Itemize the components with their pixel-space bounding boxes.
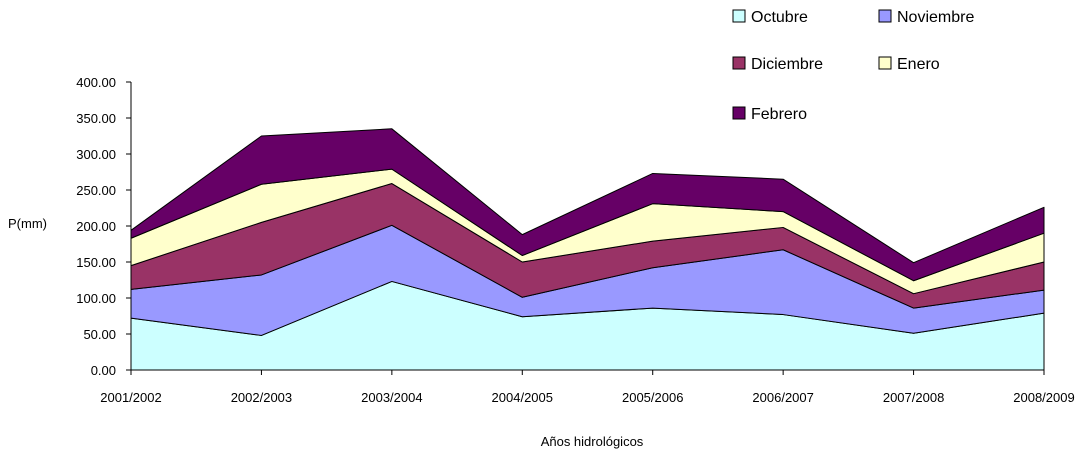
legend-swatch-febrero <box>732 106 746 120</box>
x-tick-label: 2004/2005 <box>492 390 553 405</box>
legend-swatch-enero <box>878 56 892 70</box>
legend-label-diciembre: Diciembre <box>751 56 823 73</box>
x-tick-label: 2005/2006 <box>622 390 683 405</box>
y-tick-label: 400.00 <box>76 75 116 90</box>
area-series-group <box>130 128 1045 371</box>
legend-swatch-diciembre <box>732 56 746 70</box>
legend-swatch-noviembre <box>878 9 892 23</box>
x-tick-label: 2002/2003 <box>231 390 292 405</box>
y-tick-label: 150.00 <box>76 255 116 270</box>
x-tick-label: 2003/2004 <box>361 390 422 405</box>
x-tick-label: 2007/2008 <box>883 390 944 405</box>
y-axis-title: P(mm) <box>8 216 47 231</box>
area-febrero <box>130 128 1045 282</box>
y-tick-label: 300.00 <box>76 147 116 162</box>
x-tick-label: 2006/2007 <box>752 390 813 405</box>
legend-label-octubre: Octubre <box>751 9 808 26</box>
y-tick-label: 0.00 <box>91 363 116 378</box>
y-tick-label: 250.00 <box>76 183 116 198</box>
legend-label-febrero: Febrero <box>751 106 807 123</box>
legend: Octubre Noviembre Diciembre Enero Febrero <box>732 9 974 123</box>
y-tick-label: 50.00 <box>83 327 116 342</box>
x-tick-label: 2008/2009 <box>1013 390 1074 405</box>
y-tick-label: 200.00 <box>76 219 116 234</box>
x-axis-title: Años hidrológicos <box>541 434 644 449</box>
legend-label-enero: Enero <box>897 56 940 73</box>
y-tick-label: 100.00 <box>76 291 116 306</box>
y-tick-label: 350.00 <box>76 111 116 126</box>
axes-group: 0.00 50.00 100.00 150.00 200.00 250.00 300.00 3… <box>76 75 1074 405</box>
x-tick-label: 2001/2002 <box>100 390 161 405</box>
legend-swatch-octubre <box>732 9 746 23</box>
legend-label-noviembre: Noviembre <box>897 9 974 26</box>
